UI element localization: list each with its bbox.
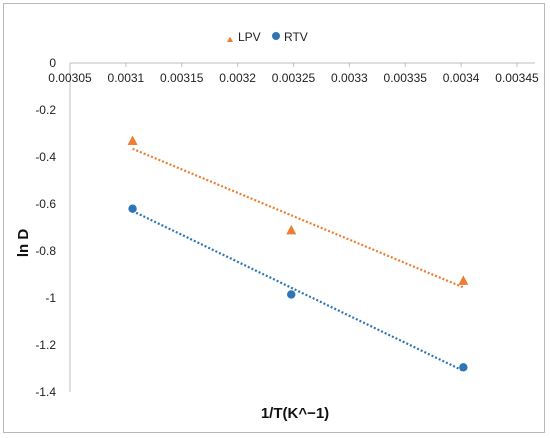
x-tick-label: 0.00325: [272, 71, 316, 85]
y-tick-labels: 0 -0.2 -0.4 -0.6 -0.8 -1 -1.2 -1.4: [35, 56, 56, 399]
y-tick-label: -0.6: [35, 197, 56, 211]
y-tick-label: -0.4: [35, 150, 56, 164]
data-point-rtv: [459, 363, 468, 372]
data-point-lpv: [458, 275, 469, 285]
legend-label-rtv: RTV: [284, 30, 308, 44]
x-tick-label: 0.0034: [443, 71, 480, 85]
x-tick-label: 0.00345: [495, 71, 539, 85]
x-tick-label: 0.0032: [219, 71, 256, 85]
trendline-rtv: [132, 210, 464, 372]
legend-marker-lpv: [227, 36, 233, 42]
legend: LPV RTV: [227, 30, 308, 44]
y-axis-title: ln D: [15, 229, 32, 257]
x-tick-label: 0.00305: [48, 71, 92, 85]
y-tick-label: -0.2: [35, 103, 56, 117]
x-axis-title: 1/T(K^−1): [261, 405, 329, 422]
y-tick-label: -1.2: [35, 338, 56, 352]
x-tick-label: 0.0033: [331, 71, 368, 85]
data-point-lpv: [286, 224, 297, 235]
chart-frame: [3, 3, 545, 433]
data-point-rtv: [287, 290, 296, 299]
legend-marker-rtv: [272, 32, 280, 40]
trendlines: [132, 147, 464, 372]
x-tick-labels: 0.00305 0.0031 0.00315 0.0032 0.00325 0.0033 0…: [48, 63, 539, 85]
data-point-lpv: [127, 135, 138, 146]
y-tick-label: -1.4: [35, 385, 56, 399]
legend-label-lpv: LPV: [238, 30, 261, 44]
x-tick-label: 0.0031: [108, 71, 145, 85]
y-tick-label: -1: [45, 291, 56, 305]
data-point-rtv: [128, 204, 137, 213]
y-tick-label: -0.8: [35, 244, 56, 258]
y-tick-label: 0: [49, 56, 56, 70]
trendline-lpv: [132, 147, 464, 289]
data-markers: [127, 135, 469, 372]
x-tick-label: 0.00315: [160, 71, 204, 85]
x-tick-label: 0.00335: [384, 71, 428, 85]
